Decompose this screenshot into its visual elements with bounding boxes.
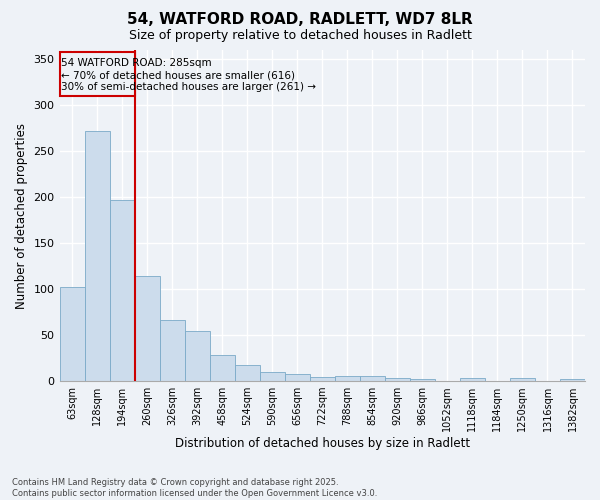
Y-axis label: Number of detached properties: Number of detached properties <box>15 122 28 308</box>
Bar <box>310 378 335 381</box>
Text: Contains HM Land Registry data © Crown copyright and database right 2025.
Contai: Contains HM Land Registry data © Crown c… <box>12 478 377 498</box>
Text: 30% of semi-detached houses are larger (261) →: 30% of semi-detached houses are larger (… <box>61 82 316 92</box>
Text: 54 WATFORD ROAD: 285sqm: 54 WATFORD ROAD: 285sqm <box>61 58 211 68</box>
Bar <box>460 378 485 381</box>
Text: ← 70% of detached houses are smaller (616): ← 70% of detached houses are smaller (61… <box>61 70 295 80</box>
Bar <box>335 376 360 381</box>
Bar <box>59 288 85 381</box>
Bar <box>260 372 285 381</box>
Text: Size of property relative to detached houses in Radlett: Size of property relative to detached ho… <box>128 29 472 42</box>
Bar <box>110 200 134 381</box>
Bar <box>285 374 310 381</box>
Bar <box>510 378 535 381</box>
Bar <box>360 376 385 381</box>
Bar <box>235 366 260 381</box>
Text: 54, WATFORD ROAD, RADLETT, WD7 8LR: 54, WATFORD ROAD, RADLETT, WD7 8LR <box>127 12 473 28</box>
Bar <box>410 379 435 381</box>
Bar <box>385 378 410 381</box>
Bar <box>134 276 160 381</box>
Bar <box>560 379 585 381</box>
Bar <box>209 356 235 381</box>
X-axis label: Distribution of detached houses by size in Radlett: Distribution of detached houses by size … <box>175 437 470 450</box>
Bar <box>85 131 110 381</box>
Bar <box>185 332 209 381</box>
FancyBboxPatch shape <box>59 52 134 96</box>
Bar <box>160 320 185 381</box>
